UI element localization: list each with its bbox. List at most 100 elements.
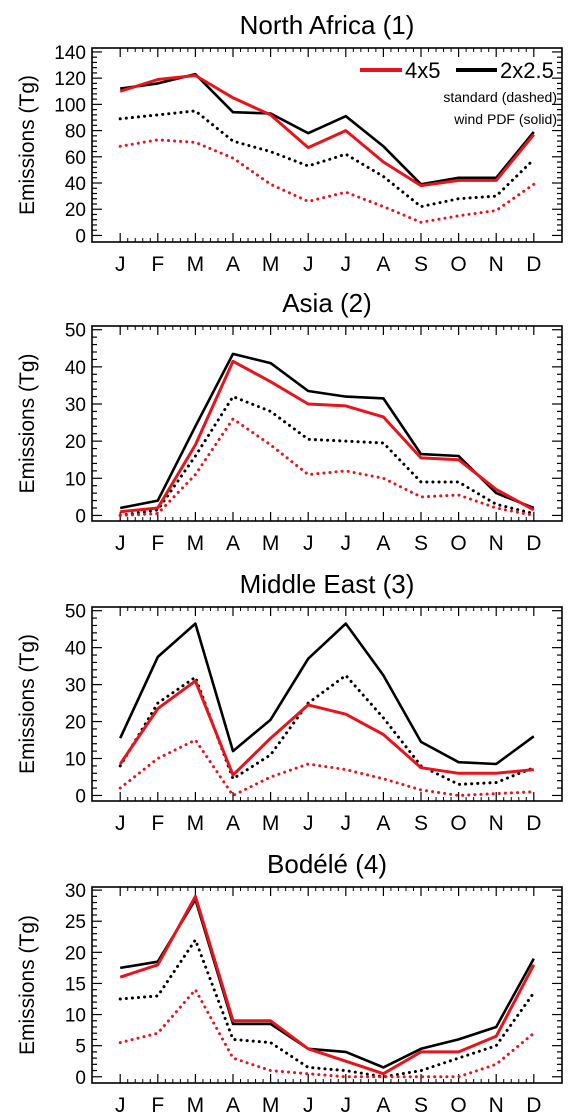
x-tick-label: O	[450, 1094, 466, 1117]
x-tick-label: M	[262, 1094, 280, 1117]
x-tick-label: A	[376, 532, 390, 555]
x-tick-label: J	[341, 1094, 352, 1117]
x-tick-label: O	[450, 812, 466, 835]
y-tick-label: 10	[65, 750, 86, 771]
series-line-2x2-5-standard-dashed	[118, 109, 536, 209]
x-tick-label: D	[526, 253, 541, 276]
y-tick-label: 5	[75, 1037, 86, 1058]
y-tick-label: 20	[65, 713, 86, 734]
y-tick-label: 140	[54, 43, 86, 64]
y-tick-label: 20	[65, 432, 86, 453]
series-line-4x5-wind-pdf-solid	[120, 359, 535, 514]
x-tick-label: M	[187, 532, 205, 555]
x-tick-label: J	[341, 812, 352, 835]
x-tick-label: M	[262, 532, 280, 555]
x-tick-label: J	[115, 1094, 126, 1117]
x-tick-label: N	[489, 253, 504, 276]
x-tick-label: M	[187, 253, 205, 276]
x-tick-label: D	[526, 812, 541, 835]
x-tick-label: J	[303, 812, 314, 835]
chart-panel-3: Middle East (3) Emissions (Tg) 0 10 20 30 40 50…	[16, 569, 563, 835]
y-tick-label: 40	[65, 639, 86, 660]
series-line-2x2-5-wind-pdf-solid	[119, 352, 535, 510]
x-tick-label: N	[489, 812, 504, 835]
chart-title: North Africa (1)	[240, 10, 415, 40]
y-tick-label: 20	[65, 200, 86, 221]
y-axis-label: Emissions (Tg)	[16, 634, 39, 774]
legend-label-4x5: 4x5	[405, 58, 440, 83]
y-tick-label: 100	[54, 95, 86, 116]
y-tick-label: 20	[65, 943, 86, 964]
y-tick-label: 30	[65, 676, 86, 697]
x-tick-label: J	[341, 253, 352, 276]
x-tick-label: J	[303, 1094, 314, 1117]
legend: 4x5 2x2.5 standard (dashed) wind PDF (solid…	[360, 58, 557, 127]
legend-label-2x2-5: 2x2.5	[500, 58, 554, 83]
x-tick-label: A	[226, 253, 240, 276]
x-tick-label: A	[226, 1094, 240, 1117]
y-tick-label: 25	[65, 912, 86, 933]
series-line-4x5-standard-dashed	[118, 738, 536, 797]
y-tick-label: 50	[65, 321, 86, 342]
x-tick-label: J	[341, 532, 352, 555]
x-tick-label: M	[187, 812, 205, 835]
x-tick-label: S	[414, 1094, 428, 1117]
x-tick-label: J	[115, 532, 126, 555]
x-tick-label: M	[262, 253, 280, 276]
x-tick-label: J	[303, 532, 314, 555]
x-tick-label: J	[115, 253, 126, 276]
x-tick-label: D	[526, 1094, 541, 1117]
y-tick-label: 0	[75, 226, 86, 247]
x-tick-label: F	[151, 1094, 164, 1117]
y-tick-label: 10	[65, 469, 86, 490]
x-tick-label: O	[450, 532, 466, 555]
y-tick-label: 40	[65, 174, 86, 195]
chart-title: Asia (2)	[282, 288, 372, 318]
y-tick-label: 50	[65, 602, 86, 623]
x-tick-label: M	[262, 812, 280, 835]
x-tick-label: A	[376, 253, 390, 276]
x-tick-label: N	[489, 532, 504, 555]
chart-title: Bodélé (4)	[267, 849, 387, 879]
plot-frame	[91, 606, 563, 802]
x-tick-label: J	[115, 812, 126, 835]
y-tick-label: 30	[65, 881, 86, 902]
x-tick-label: A	[226, 532, 240, 555]
y-axis-label: Emissions (Tg)	[16, 915, 39, 1055]
series-line-2x2-5-standard-dashed	[118, 395, 536, 517]
x-tick-label: A	[376, 812, 390, 835]
legend-note-wind-pdf: wind PDF (solid)	[453, 111, 557, 127]
series-line-2x2-5-wind-pdf-solid	[119, 622, 535, 766]
chart-panel-1: North Africa (1) Emissions (Tg) 0 20 40 60 80 1…	[16, 10, 563, 276]
y-tick-label: 0	[75, 1068, 86, 1089]
y-tick-label: 120	[54, 69, 86, 90]
series-line-4x5-wind-pdf-solid	[118, 679, 534, 777]
x-tick-label: F	[151, 532, 164, 555]
x-tick-label: M	[187, 1094, 205, 1117]
x-tick-label: J	[303, 253, 314, 276]
y-tick-label: 80	[65, 122, 86, 143]
series-line-4x5-wind-pdf-solid	[119, 894, 536, 1076]
y-tick-label: 15	[65, 974, 86, 995]
x-tick-label: S	[414, 253, 428, 276]
y-tick-label: 0	[75, 506, 86, 527]
x-tick-label: N	[489, 1094, 504, 1117]
series-line-2x2-5-standard-dashed	[118, 673, 536, 786]
x-tick-label: A	[226, 812, 240, 835]
x-tick-label: S	[414, 812, 428, 835]
x-tick-label: D	[526, 532, 541, 555]
y-tick-label: 40	[65, 358, 86, 379]
x-tick-label: F	[151, 812, 164, 835]
series-line-4x5-standard-dashed	[118, 417, 536, 517]
series-line-4x5-wind-pdf-solid	[119, 74, 535, 188]
series-line-4x5-standard-dashed	[118, 988, 536, 1079]
x-tick-label: A	[376, 1094, 390, 1117]
plot-frame	[91, 886, 563, 1084]
chart-title: Middle East (3)	[240, 569, 415, 599]
x-tick-label: O	[450, 253, 466, 276]
legend-note-standard: standard (dashed)	[443, 89, 557, 105]
plot-frame	[91, 47, 563, 243]
